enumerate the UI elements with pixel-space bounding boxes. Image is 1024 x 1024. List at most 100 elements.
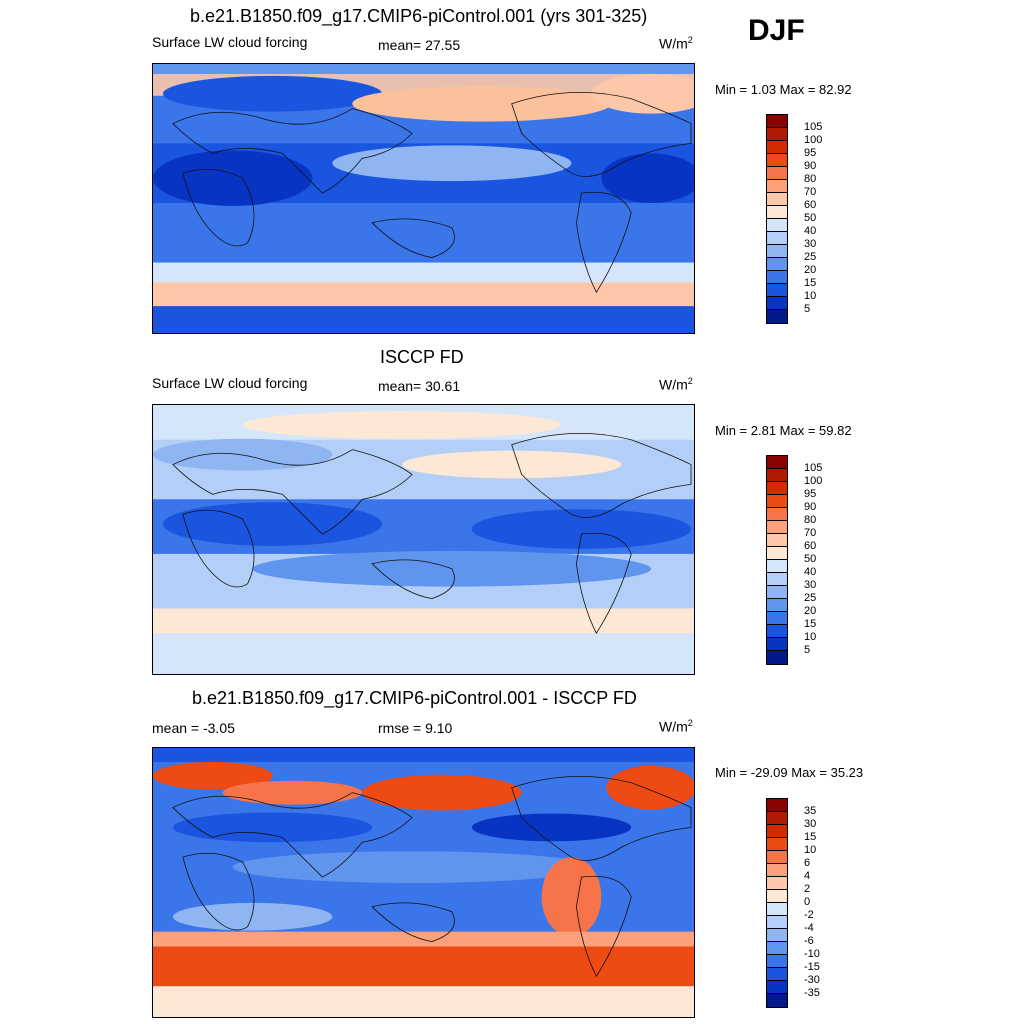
panel3-colorbar [766,798,788,1008]
colorbar-label: -4 [804,922,814,934]
panel1-colorbar-swatch [767,284,787,297]
panel1-colorbar-swatch [767,219,787,232]
panel1-colorbar-swatch [767,154,787,167]
panel3-colorbar-swatch [767,929,787,942]
panel2-colorbar-swatch [767,612,787,625]
colorbar-label: 15 [804,277,817,289]
panel3-colorbar-swatch [767,825,787,838]
panel1-colorbar-swatch [767,193,787,206]
panel3-rmse: rmse = 9.10 [378,720,453,736]
panel1-colorbar-swatch [767,245,787,258]
panel2-colorbar-swatch [767,586,787,599]
panel3-colorbar-swatch [767,838,787,851]
colorbar-label: 25 [804,251,817,263]
panel1-colorbar-swatch [767,232,787,245]
panel2-map [152,404,695,675]
colorbar-label: 15 [804,618,817,630]
colorbar-label: 95 [804,488,817,500]
colorbar-label: 50 [804,212,817,224]
colorbar-label: 80 [804,514,817,526]
colorbar-label: 5 [804,644,811,656]
panel3-colorbar-swatch [767,799,787,812]
panel2-colorbar-swatch [767,469,787,482]
colorbar-label: 90 [804,160,817,172]
colorbar-label: 10 [804,631,817,643]
panel3-colorbar-swatch [767,864,787,877]
panel1-units: W/m2 [659,35,693,52]
colorbar-label: 90 [804,501,817,513]
panel2-colorbar-swatch [767,625,787,638]
panel3-mean: mean = -3.05 [152,720,235,736]
panel3-colorbar-swatch [767,955,787,968]
colorbar-label: 20 [804,605,817,617]
colorbar-label: 20 [804,264,817,276]
colorbar-label: 95 [804,147,817,159]
colorbar-label: 5 [804,303,811,315]
colorbar-label: 80 [804,173,817,185]
colorbar-label: 60 [804,540,817,552]
season-label: DJF [748,14,805,47]
colorbar-label: 0 [804,896,811,908]
colorbar-label: 30 [804,818,817,830]
panel2-colorbar-swatch [767,573,787,586]
panel3-minmax: Min = -29.09 Max = 35.23 [715,765,864,780]
panel1-colorbar-swatch [767,258,787,271]
panel3-colorbar-swatch [767,812,787,825]
panel1-colorbar-swatch [767,115,787,128]
panel2-minmax: Min = 2.81 Max = 59.82 [715,423,852,438]
panel1-title: b.e21.B1850.f09_g17.CMIP6-piControl.001 … [190,6,648,26]
colorbar-label: 105 [804,462,823,474]
colorbar-label: 70 [804,186,817,198]
colorbar-label: 6 [804,857,811,869]
panel2-units: W/m2 [659,376,693,393]
panel2-colorbar-swatch [767,560,787,573]
colorbar-label: -30 [804,974,820,986]
panel2-colorbar-swatch [767,599,787,612]
panel2-colorbar-swatch [767,482,787,495]
panel1-map-field [153,64,694,333]
panel3-title: b.e21.B1850.f09_g17.CMIP6-piControl.001 … [192,688,637,708]
panel3-colorbar-swatch [767,916,787,929]
colorbar-label: -15 [804,961,820,973]
panel1-variable-label: Surface LW cloud forcing [152,34,308,50]
colorbar-label: 30 [804,579,817,591]
panel1-colorbar-swatch [767,310,787,323]
colorbar-label: 60 [804,199,817,211]
panel3-colorbar-swatch [767,851,787,864]
panel2-colorbar-swatch [767,495,787,508]
panel3-colorbar-swatch [767,890,787,903]
panel3-colorbar-swatch [767,968,787,981]
panel1-colorbar-swatch [767,271,787,284]
colorbar-label: -10 [804,948,820,960]
colorbar-label: 2 [804,883,811,895]
panel2-variable-label: Surface LW cloud forcing [152,375,308,391]
panel2-colorbar-swatch [767,651,787,664]
colorbar-label: 105 [804,121,823,133]
colorbar-label: 10 [804,290,817,302]
panel3-units: W/m2 [659,718,693,735]
colorbar-label: 100 [804,475,823,487]
colorbar-label: -2 [804,909,814,921]
panel1-minmax: Min = 1.03 Max = 82.92 [715,82,852,97]
colorbar-label: 25 [804,592,817,604]
colorbar-label: -6 [804,935,814,947]
colorbar-label: 35 [804,805,817,817]
panel2-colorbar-swatch [767,521,787,534]
colorbar-label: 40 [804,225,817,237]
panel3-map-field [153,748,694,1017]
panel1-colorbar-swatch [767,167,787,180]
panel3-colorbar-labels: 35 30 15 10 6 4 2 0 -2 -4 -6 -10 -15 -30… [804,805,820,1000]
colorbar-label: 40 [804,566,817,578]
panel2-title: ISCCP FD [380,347,464,367]
panel1-colorbar-swatch [767,128,787,141]
colorbar-label: 4 [804,870,811,882]
panel3-colorbar-swatch [767,994,787,1007]
panel3-colorbar-swatch [767,877,787,890]
panel3-colorbar-swatch [767,981,787,994]
panel2-colorbar-swatch [767,508,787,521]
panel1-colorbar-swatch [767,180,787,193]
colorbar-label: 30 [804,238,817,250]
panel2-colorbar [766,455,788,665]
panel3-colorbar-swatch [767,942,787,955]
panel2-mean: mean= 30.61 [378,378,461,394]
